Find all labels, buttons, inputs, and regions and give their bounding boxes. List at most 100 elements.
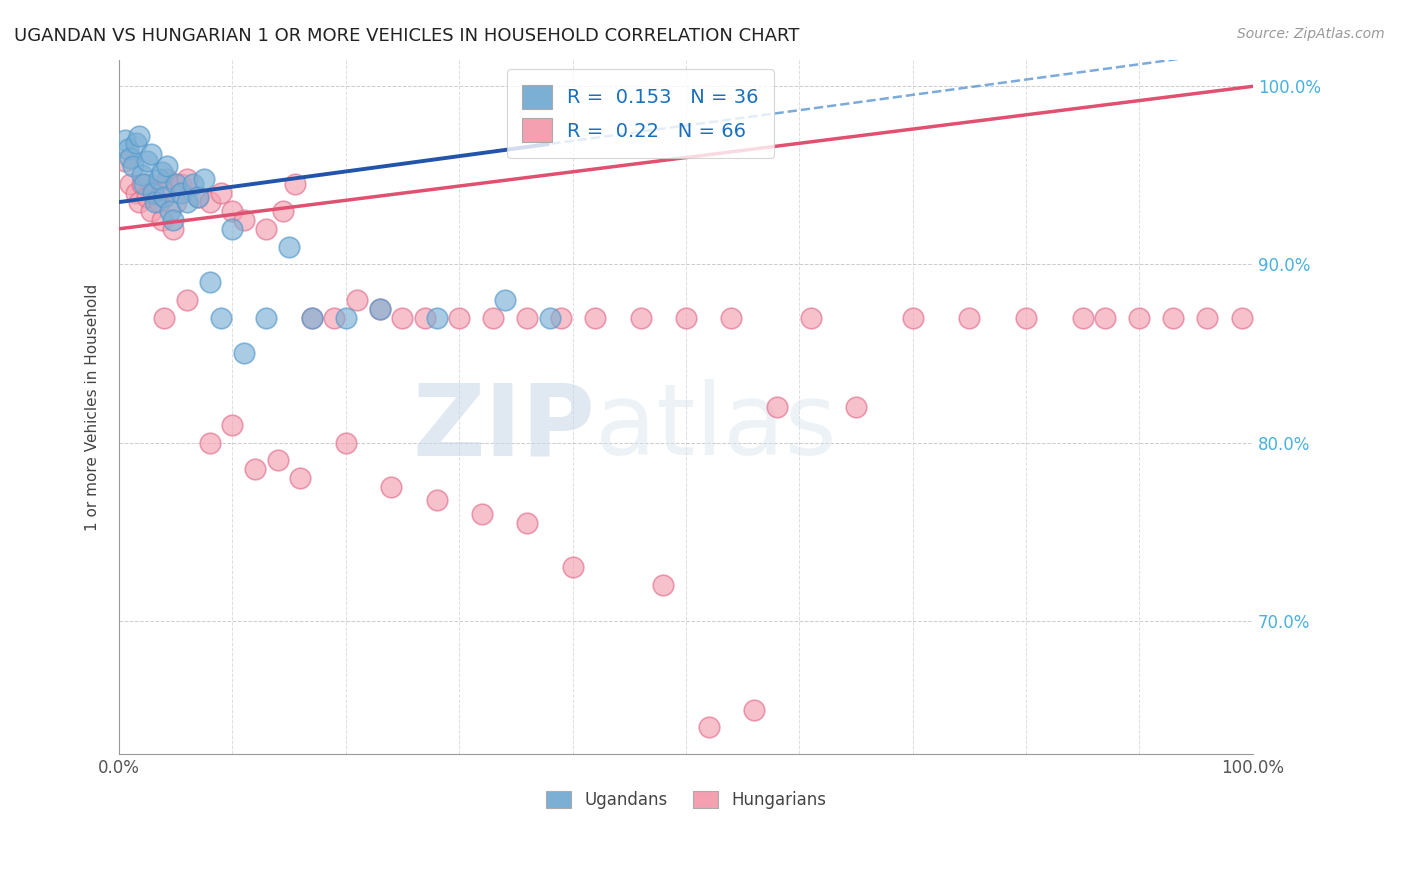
Point (143, 195, 166, 210)
Point (120, 151, 142, 165)
Point (449, 310, 471, 325)
Text: ZIP: ZIP (412, 379, 595, 476)
Text: UGANDAN VS HUNGARIAN 1 OR MORE VEHICLES IN HOUSEHOLD CORRELATION CHART: UGANDAN VS HUNGARIAN 1 OR MORE VEHICLES … (14, 27, 800, 45)
Point (125, 186, 148, 201)
Point (142, 183, 165, 197)
Point (494, 293, 516, 307)
Point (221, 417, 243, 432)
Point (198, 275, 221, 289)
Point (125, 136, 148, 151)
Point (284, 178, 307, 192)
Point (232, 346, 254, 360)
Point (1128, 310, 1150, 325)
Point (121, 160, 143, 174)
Point (170, 178, 193, 192)
Point (267, 453, 290, 467)
Point (290, 471, 312, 485)
Point (187, 190, 209, 204)
Point (1094, 310, 1116, 325)
Point (181, 178, 204, 192)
Point (256, 222, 278, 236)
Point (1197, 310, 1219, 325)
Point (516, 310, 538, 325)
Point (368, 301, 391, 316)
Point (471, 507, 494, 521)
Text: atlas: atlas (595, 379, 837, 476)
Point (391, 310, 413, 325)
Point (209, 310, 232, 325)
Point (765, 400, 787, 414)
Point (148, 195, 170, 210)
Point (243, 462, 266, 476)
Point (132, 178, 155, 192)
Point (120, 178, 142, 192)
Point (153, 190, 176, 204)
Point (176, 172, 198, 186)
Point (142, 186, 165, 201)
Point (550, 310, 572, 325)
Point (165, 195, 187, 210)
Legend: Ugandans, Hungarians: Ugandans, Hungarians (540, 784, 832, 815)
Point (162, 213, 184, 227)
Point (1230, 310, 1253, 325)
Point (323, 310, 346, 325)
Point (278, 239, 301, 253)
Point (256, 310, 278, 325)
Point (170, 186, 193, 201)
Point (221, 204, 243, 219)
Point (561, 560, 583, 574)
Point (630, 310, 652, 325)
Point (516, 516, 538, 530)
Point (346, 293, 368, 307)
Point (198, 435, 221, 450)
Point (131, 178, 153, 192)
Point (901, 310, 924, 325)
Point (193, 172, 215, 186)
Point (176, 293, 198, 307)
Point (150, 165, 173, 179)
Point (176, 195, 198, 210)
Point (232, 213, 254, 227)
Point (273, 204, 295, 219)
Y-axis label: 1 or more Vehicles in Household: 1 or more Vehicles in Household (86, 284, 100, 531)
Point (209, 186, 232, 201)
Point (413, 310, 436, 325)
Point (139, 204, 162, 219)
Point (482, 310, 505, 325)
Point (380, 480, 402, 494)
Point (165, 178, 187, 192)
Point (114, 133, 136, 147)
Point (697, 721, 720, 735)
Point (425, 492, 447, 507)
Point (128, 195, 150, 210)
Point (153, 183, 176, 197)
Point (198, 195, 221, 210)
Point (845, 400, 868, 414)
Point (162, 222, 184, 236)
Point (800, 310, 823, 325)
Point (957, 310, 980, 325)
Point (136, 190, 159, 204)
Point (335, 310, 357, 325)
Point (1015, 310, 1038, 325)
Point (301, 310, 323, 325)
Point (652, 578, 675, 592)
Point (1163, 310, 1185, 325)
Point (148, 172, 170, 186)
Point (114, 154, 136, 169)
Point (131, 169, 153, 183)
Point (335, 435, 357, 450)
Point (742, 703, 765, 717)
Point (425, 310, 447, 325)
Text: Source: ZipAtlas.com: Source: ZipAtlas.com (1237, 27, 1385, 41)
Point (221, 222, 243, 236)
Point (720, 310, 742, 325)
Point (301, 310, 323, 325)
Point (675, 310, 697, 325)
Point (187, 190, 209, 204)
Point (128, 129, 150, 144)
Point (156, 172, 179, 186)
Point (368, 301, 391, 316)
Point (139, 147, 162, 161)
Point (117, 142, 139, 156)
